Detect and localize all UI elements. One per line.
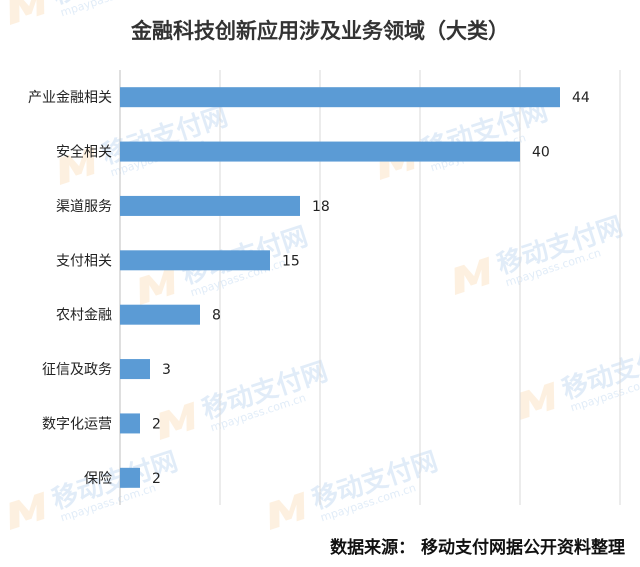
watermark-logo: [519, 381, 555, 420]
value-label: 2: [152, 471, 161, 487]
bar: [120, 467, 140, 488]
watermark-logo: [139, 266, 175, 305]
watermark-logo: [454, 256, 490, 295]
bars: 产业金融相关 44 安全相关 40 渠道服务 18 支付相关 15 农村金融 8 征信及政务 3 数字化…: [28, 87, 590, 488]
watermark-url: mpaypass.com.cn: [59, 0, 158, 19]
category-label: 保险: [84, 471, 112, 487]
source-note: 数据来源： 移动支付网据公开资料整理: [330, 537, 625, 558]
category-label: 征信及政务: [42, 362, 112, 378]
bar: [120, 413, 140, 434]
watermark-logo: [59, 146, 95, 185]
bar: [120, 250, 270, 271]
bar: [120, 359, 150, 380]
watermark-layer: 移动支付网mpaypass.com.cn移动支付网mpaypass.com.cn…: [9, 0, 640, 530]
category-label: 渠道服务: [56, 199, 112, 215]
watermark-logo: [159, 401, 195, 440]
value-label: 18: [312, 199, 330, 215]
value-label: 44: [572, 90, 590, 106]
value-label: 8: [212, 308, 221, 324]
value-label: 40: [532, 145, 550, 161]
value-label: 2: [152, 416, 161, 432]
bar: [120, 195, 300, 216]
bar: [120, 304, 200, 325]
bar: [120, 141, 520, 162]
category-label: 数字化运营: [42, 416, 112, 432]
gridlines: [219, 70, 621, 505]
watermark-logo: [9, 491, 45, 530]
category-label: 支付相关: [56, 253, 112, 269]
category-label: 安全相关: [56, 144, 112, 161]
watermark-logo: [269, 491, 305, 530]
value-label: 15: [282, 253, 300, 269]
chart-title: 金融科技创新应用涉及业务领域（大类）: [130, 19, 509, 43]
category-label: 农村金融: [56, 308, 112, 324]
watermark-logo: [9, 0, 45, 25]
bar: [120, 87, 560, 108]
category-label: 产业金融相关: [28, 90, 112, 106]
value-label: 3: [162, 362, 171, 378]
